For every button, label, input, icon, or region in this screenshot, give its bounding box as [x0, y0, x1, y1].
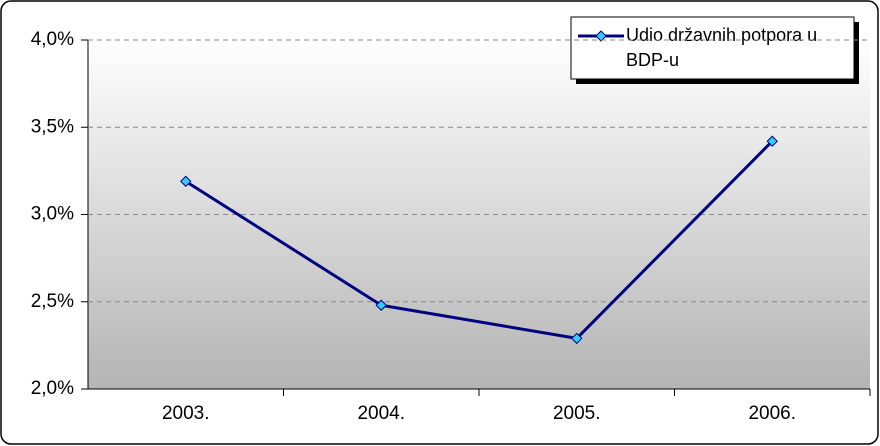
x-tick-label: 2004. — [357, 403, 405, 424]
data-point — [375, 299, 387, 311]
data-point — [766, 135, 778, 147]
legend-marker — [595, 30, 607, 42]
legend-label-box: Udio državnih potpora u BDP-u — [626, 25, 818, 70]
series-line — [184, 140, 774, 341]
x-tick-label: 2005. — [553, 403, 601, 424]
data-point — [180, 175, 192, 188]
legend — [570, 16, 855, 80]
y-tick-label: 3,0% — [31, 204, 74, 225]
y-tick-label: 2,0% — [31, 378, 74, 399]
x-tick-label: 2003. — [162, 403, 210, 424]
x-tick-label: 2006. — [748, 403, 796, 424]
legend-label: Udio državnih potpora u BDP-u — [626, 25, 818, 70]
data-point — [571, 332, 583, 345]
y-tick-label: 3,5% — [31, 116, 74, 137]
y-tick-label: 4,0% — [31, 29, 74, 50]
y-tick-label: 2,5% — [31, 291, 74, 312]
